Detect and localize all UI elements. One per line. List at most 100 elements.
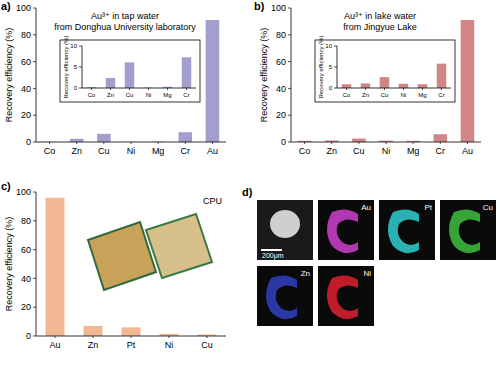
y-tick xyxy=(288,8,291,9)
category-label: Cr xyxy=(183,92,189,98)
category-label: Zn xyxy=(88,340,99,350)
y-tick xyxy=(33,34,36,35)
annotation: CPU xyxy=(203,196,222,206)
category-label: Co xyxy=(299,146,311,156)
y-axis xyxy=(36,192,37,336)
category-label: Cu xyxy=(201,340,213,350)
bars xyxy=(298,20,474,142)
y-tick-label: 60 xyxy=(276,57,286,67)
category-label: Au xyxy=(207,146,218,156)
map-label: Cu xyxy=(483,203,493,212)
y-tick-label: 100 xyxy=(16,3,31,13)
y-tick-label: 10 xyxy=(70,43,77,49)
bar xyxy=(106,78,116,88)
bar xyxy=(434,134,448,142)
category-label: Zn xyxy=(107,92,114,98)
category-label: Zn xyxy=(362,92,369,98)
chart: CoZnCuNiMgCrAu020406080100Recovery effic… xyxy=(254,0,481,156)
chart: AuZnPtNiCu020406080100Recovery efficienc… xyxy=(1,180,226,350)
chart: CoZnCuNiMgCrAu020406080100Recovery effic… xyxy=(1,0,226,156)
y-tick-label: 10 xyxy=(325,43,332,49)
element-map: Au xyxy=(318,200,374,260)
annotation: from Jingyue Lake xyxy=(343,22,417,32)
category-label: Ni xyxy=(127,146,136,156)
y-tick xyxy=(288,61,291,62)
bar xyxy=(182,57,192,88)
bar xyxy=(361,83,371,88)
bar xyxy=(352,139,366,142)
y-tick-label: 0 xyxy=(26,331,31,341)
y-axis-label: Recovery efficiency (%) xyxy=(4,217,14,311)
y-tick-label: 0 xyxy=(281,137,286,147)
map-signal xyxy=(449,209,480,253)
y-tick xyxy=(33,115,36,116)
bar xyxy=(380,77,390,88)
panel-label: b) xyxy=(254,0,265,12)
category-label: Cu xyxy=(98,146,110,156)
sem-particle xyxy=(270,210,300,238)
y-tick xyxy=(334,88,337,89)
x-axis xyxy=(82,88,196,89)
y-tick xyxy=(288,34,291,35)
y-tick xyxy=(79,88,82,89)
element-map: Ni xyxy=(318,266,374,326)
bars xyxy=(342,64,447,88)
y-tick-label: 5 xyxy=(74,64,78,70)
y-tick-label: 40 xyxy=(21,84,31,94)
x-axis xyxy=(36,336,226,337)
y-tick-label: 100 xyxy=(271,3,286,13)
bar xyxy=(122,327,141,336)
category-label: Cr xyxy=(438,92,444,98)
y-axis-label: Recovery efficiency (%) xyxy=(318,36,324,99)
y-tick-label: 80 xyxy=(276,30,286,40)
y-tick xyxy=(33,249,36,250)
y-axis xyxy=(291,8,292,142)
category-label: Mg xyxy=(418,92,426,98)
chart: CoZnCuNiMgCr0510Recovery efficiency (%) xyxy=(60,36,200,102)
bar xyxy=(418,84,428,88)
bars xyxy=(46,198,217,336)
bar xyxy=(70,139,84,142)
panel-label: a) xyxy=(1,0,11,12)
map-background xyxy=(440,200,496,260)
y-tick-label: 40 xyxy=(21,274,31,284)
y-tick-label: 0 xyxy=(329,85,333,91)
annotation: from Donghua University laboratory xyxy=(54,22,196,32)
category-label: Cr xyxy=(181,146,191,156)
category-label: Ni xyxy=(146,92,152,98)
y-tick-label: 80 xyxy=(21,216,31,226)
y-axis xyxy=(36,8,37,142)
y-tick xyxy=(288,115,291,116)
category-label: Ni xyxy=(165,340,174,350)
y-tick xyxy=(33,220,36,221)
y-tick-label: 0 xyxy=(74,85,78,91)
map-signal xyxy=(327,275,358,319)
y-tick-label: 60 xyxy=(21,57,31,67)
y-tick-label: 20 xyxy=(21,110,31,120)
category-label: Zn xyxy=(71,146,82,156)
scale-bar xyxy=(261,249,282,251)
y-tick xyxy=(33,142,36,143)
y-tick-label: 40 xyxy=(276,84,286,94)
map-background xyxy=(257,266,313,326)
category-label: Au xyxy=(49,340,60,350)
category-label: Ni xyxy=(382,146,391,156)
bar xyxy=(461,20,475,142)
x-axis xyxy=(291,142,481,143)
y-tick xyxy=(288,142,291,143)
bar xyxy=(399,84,409,88)
y-tick xyxy=(33,88,36,89)
y-tick xyxy=(288,88,291,89)
element-map: Cu xyxy=(440,200,496,260)
category-label: Mg xyxy=(152,146,165,156)
map-label: Zn xyxy=(301,269,310,278)
y-tick-label: 20 xyxy=(276,110,286,120)
map-background xyxy=(379,200,435,260)
map-signal xyxy=(388,209,419,253)
y-tick-label: 80 xyxy=(21,30,31,40)
category-label: Co xyxy=(44,146,56,156)
element-map: Pt xyxy=(379,200,435,260)
y-tick-label: 100 xyxy=(16,187,31,197)
map-background xyxy=(318,200,374,260)
y-tick xyxy=(33,8,36,9)
